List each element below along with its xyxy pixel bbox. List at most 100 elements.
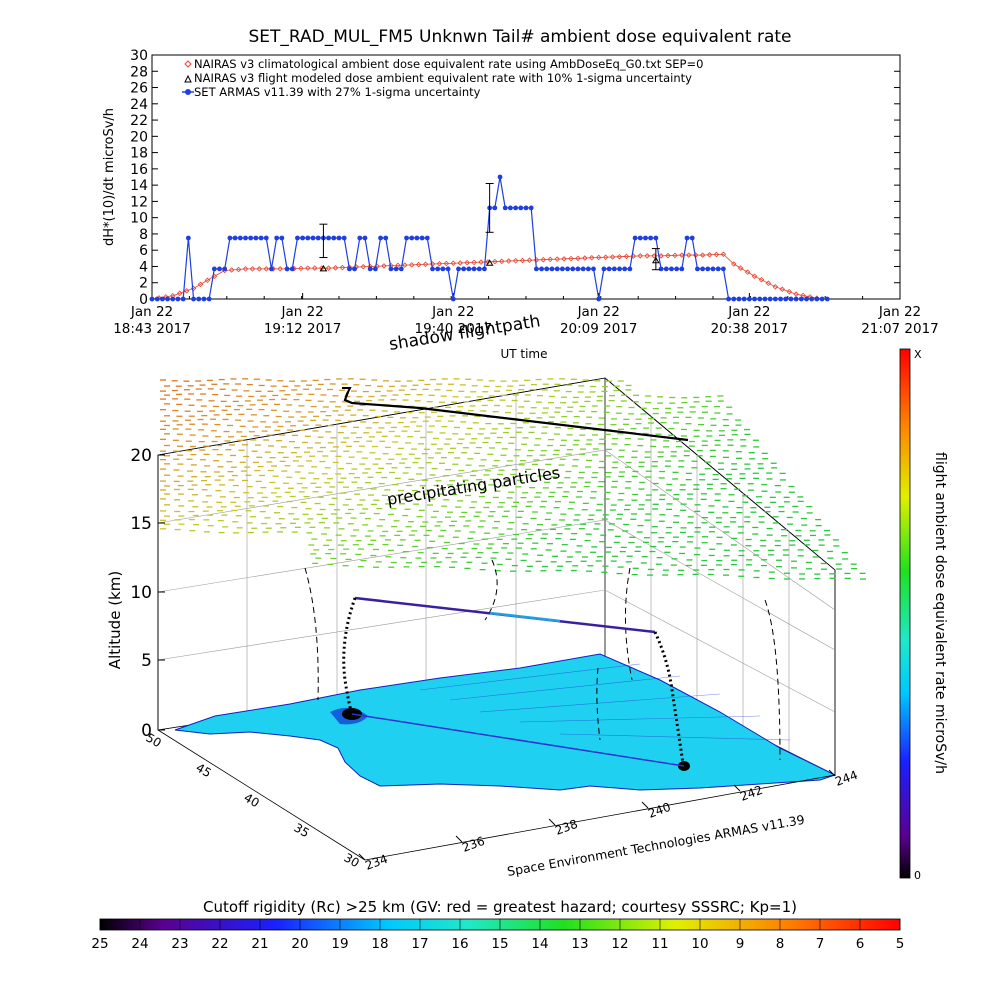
climatological-point: [765, 280, 772, 287]
y-tick-label: 18: [130, 146, 148, 162]
armas-point: [445, 266, 451, 272]
longitude-tick-mark: [455, 835, 463, 843]
climatological-point: [519, 257, 526, 264]
armas-point: [274, 235, 280, 241]
altitude-axis-label: Altitude (km): [106, 571, 124, 669]
flight-track: [342, 596, 690, 771]
flight-model-point: [319, 264, 328, 272]
x-tick-label-date: Jan 22: [727, 304, 770, 320]
armas-point: [243, 235, 248, 241]
altitude-tick-label: 5: [141, 651, 152, 671]
climatological-point: [540, 256, 547, 263]
armas-point: [398, 266, 404, 272]
climatological-point: [772, 284, 779, 290]
cutoff-tick-label: 23: [171, 936, 188, 952]
armas-point: [508, 205, 513, 211]
armas-point: [352, 266, 357, 272]
dot-icon: [185, 89, 191, 95]
climatological-point: [256, 266, 263, 272]
longitude-tick-label: 242: [738, 783, 764, 804]
dose-colorbar-label: flight ambient dose equivalent rate micr…: [932, 452, 948, 774]
armas-point: [601, 266, 607, 272]
armas-point: [627, 266, 633, 272]
armas-point: [809, 296, 815, 302]
armas-point: [762, 296, 768, 302]
shadow-flightpath: [342, 387, 689, 442]
armas-point: [201, 296, 207, 302]
armas-point: [663, 266, 669, 272]
credit-label: Space Environment Technologies ARMAS v11…: [506, 812, 806, 879]
longitude-tick-label: 240: [646, 800, 672, 821]
climatological-point: [415, 261, 422, 268]
armas-point: [409, 235, 415, 241]
armas-point: [585, 266, 591, 272]
armas-point: [388, 266, 394, 272]
y-tick-label: 28: [130, 64, 148, 80]
armas-point: [814, 296, 820, 302]
series-layer: [149, 174, 830, 302]
cutoff-tick-label: 15: [491, 936, 508, 952]
armas-point: [653, 235, 659, 241]
armas-point: [533, 266, 539, 272]
climatological-point: [183, 288, 190, 294]
projection-lines: [304, 559, 781, 761]
climatological-point: [298, 265, 304, 272]
climatological-point: [204, 277, 211, 284]
climatological-point: [685, 252, 692, 258]
armas-point: [757, 296, 763, 302]
climatological-point: [235, 266, 242, 273]
latitude-tick-label: 30: [342, 850, 362, 870]
armas-point: [149, 296, 155, 302]
armas-point: [217, 266, 222, 272]
flight-model-point: [485, 259, 494, 266]
armas-point: [788, 296, 794, 302]
climatological-point: [311, 265, 318, 271]
armas-point: [341, 235, 347, 241]
legend-item-armas: SET ARMAS v11.39 with 27% 1-sigma uncert…: [182, 85, 481, 99]
armas-point: [565, 266, 570, 272]
armas-point: [263, 235, 269, 241]
dose-rate-time-series: SET_RAD_MUL_FM5 Unknwn Tail# ambient dos…: [102, 27, 939, 361]
cutoff-tick-label: 8: [776, 936, 785, 952]
precipitating-particles-curtain: [160, 378, 866, 580]
cutoff-tick-label: 24: [131, 936, 148, 952]
climatological-point: [595, 254, 602, 261]
y-tick-label: 2: [139, 276, 148, 292]
armas-point: [710, 266, 716, 272]
cutoff-tick-label: 12: [611, 936, 628, 952]
cutoff-tick-label: 22: [211, 936, 228, 952]
cutoff-tick-label: 20: [291, 936, 308, 952]
armas-point: [726, 296, 731, 302]
y-tick-label: 14: [130, 178, 148, 194]
climatological-point: [779, 286, 786, 293]
y-tick-label: 12: [130, 194, 148, 210]
armas-point: [643, 235, 648, 241]
x-tick-label-date: Jan 22: [431, 304, 474, 320]
armas-point: [180, 296, 186, 302]
armas-point: [778, 296, 783, 302]
legend-label: NAIRAS v3 flight modeled dose ambient eq…: [194, 71, 692, 85]
armas-point: [196, 296, 202, 302]
y-tick-label: 8: [139, 227, 148, 243]
y-tick-label: 26: [130, 81, 148, 97]
latitude-tick-label: 40: [242, 790, 262, 810]
armas-point: [378, 235, 383, 241]
cutoff-tick-label: 9: [736, 936, 745, 952]
cutoff-tick-label: 16: [451, 936, 468, 952]
climatological-point: [505, 258, 512, 264]
armas-point: [793, 296, 799, 302]
armas-point: [346, 266, 352, 272]
armas-point: [606, 266, 612, 272]
climatological-point: [744, 269, 751, 275]
climatological-point: [616, 253, 623, 260]
armas-point: [383, 235, 389, 241]
armas-point: [752, 296, 757, 302]
x-tick-label-time: 20:09 2017: [560, 321, 638, 337]
armas-point: [211, 266, 217, 272]
armas-point: [736, 296, 742, 302]
cutoff-tick-label: 21: [251, 936, 268, 952]
armas-point: [669, 266, 674, 272]
armas-point: [165, 296, 170, 302]
cutoff-tick-label: 11: [651, 936, 668, 952]
